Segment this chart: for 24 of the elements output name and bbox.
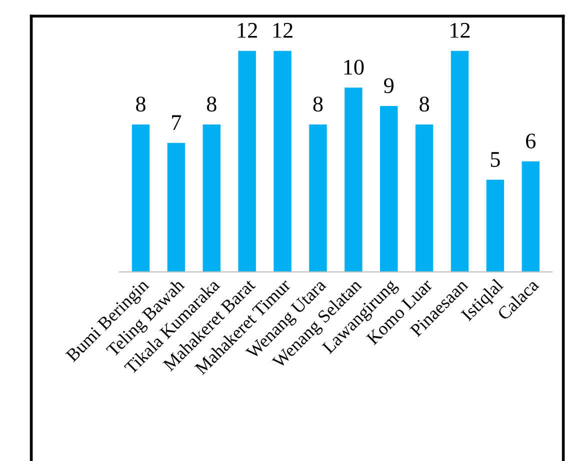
- data-label: 7: [172, 115, 182, 130]
- data-label: 12: [450, 22, 470, 38]
- bar: [274, 50, 292, 272]
- bar: [522, 161, 540, 272]
- bar: [202, 124, 221, 272]
- bar: [344, 88, 362, 272]
- bar: [167, 142, 186, 272]
- data-label: 5: [490, 152, 500, 167]
- data-label: 10: [344, 60, 364, 75]
- data-label: 12: [238, 22, 257, 38]
- bar: [415, 124, 434, 272]
- bar: [309, 124, 327, 272]
- data-label: 8: [313, 96, 323, 112]
- data-label: 6: [526, 134, 536, 149]
- bar: [132, 124, 150, 272]
- bar: [380, 106, 398, 272]
- data-label: 8: [136, 96, 146, 112]
- data-label: 8: [206, 96, 216, 112]
- data-label: 8: [420, 96, 430, 112]
- bar: [450, 50, 469, 272]
- data-label: 12: [273, 22, 292, 38]
- bar: [238, 50, 256, 272]
- bar: [486, 180, 504, 272]
- data-label: 9: [384, 78, 394, 94]
